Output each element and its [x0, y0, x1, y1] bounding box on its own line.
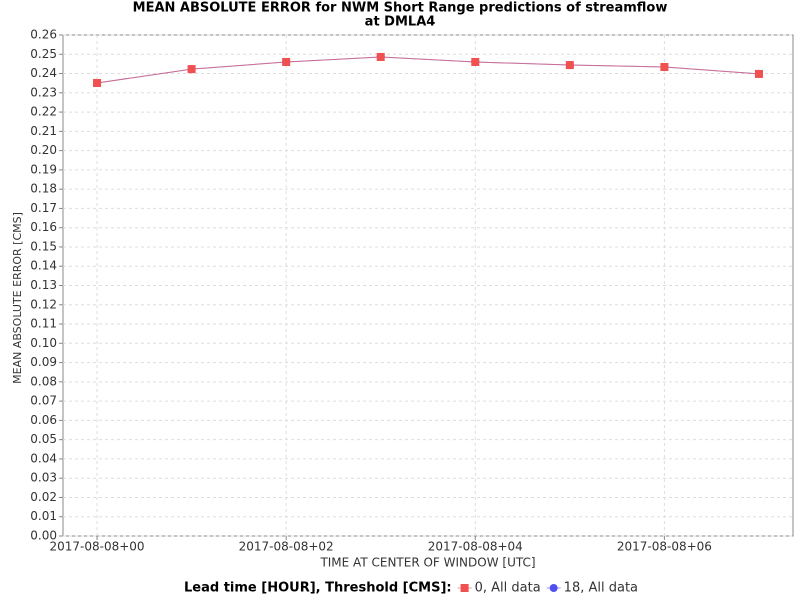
- x-tick-label: 2017-08-08+04: [428, 540, 523, 554]
- y-tick-label: 0.09: [30, 355, 57, 369]
- y-tick-label: 0.16: [30, 220, 57, 234]
- y-tick-label: 0.07: [30, 394, 57, 408]
- x-axis-label: TIME AT CENTER OF WINDOW [UTC]: [319, 556, 535, 570]
- y-tick-label: 0.26: [30, 28, 57, 42]
- legend-title: Lead time [HOUR], Threshold [CMS]:: [184, 581, 452, 596]
- legend-label: 18, All data: [564, 581, 638, 596]
- legend: Lead time [HOUR], Threshold [CMS]: 0, All…: [184, 581, 638, 596]
- legend-marker: [460, 584, 469, 592]
- point: [282, 57, 291, 66]
- y-tick-label: 0.21: [30, 124, 57, 138]
- point: [565, 61, 574, 70]
- y-axis-label: MEAN ABSOLUTE ERROR [CMS]: [11, 212, 24, 384]
- chart-title: at DMLA4: [365, 15, 436, 30]
- y-tick-label: 0.10: [30, 336, 57, 350]
- legend-marker: [549, 584, 558, 592]
- point: [93, 78, 102, 87]
- y-tick-label: 0.03: [30, 471, 57, 485]
- y-tick-label: 0.23: [30, 85, 57, 99]
- series-line: [96, 56, 759, 84]
- point: [376, 52, 385, 61]
- y-tick-label: 0.25: [30, 47, 57, 61]
- point: [187, 65, 196, 74]
- y-tick-label: 0.15: [30, 239, 57, 253]
- y-tick-label: 0.04: [30, 451, 57, 465]
- point: [754, 69, 763, 78]
- point: [471, 57, 480, 66]
- y-tick-label: 0.12: [30, 297, 57, 311]
- point: [660, 62, 669, 71]
- legend-label: 0, All data: [475, 581, 541, 596]
- x-tick-label: 2017-08-08+02: [239, 540, 334, 554]
- y-tick-label: 0.11: [30, 317, 57, 331]
- y-tick-label: 0.22: [30, 105, 57, 119]
- x-tick-label: 2017-08-08+00: [50, 540, 145, 554]
- y-tick-label: 0.24: [30, 66, 57, 80]
- y-tick-label: 0.06: [30, 413, 57, 427]
- y-tick-label: 0.20: [30, 143, 57, 157]
- y-tick-label: 0.14: [30, 259, 57, 273]
- y-tick-label: 0.08: [30, 374, 57, 388]
- x-tick-label: 2017-08-08+06: [617, 540, 712, 554]
- y-tick-label: 0.05: [30, 432, 57, 446]
- chart-title: MEAN ABSOLUTE ERROR for NWM Short Range …: [133, 1, 668, 16]
- y-tick-label: 0.17: [30, 201, 57, 215]
- y-tick-label: 0.19: [30, 162, 57, 176]
- y-tick-label: 0.00: [30, 529, 57, 543]
- y-tick-label: 0.01: [30, 509, 57, 523]
- y-tick-label: 0.13: [30, 278, 57, 292]
- y-tick-label: 0.18: [30, 182, 57, 196]
- y-tick-label: 0.02: [30, 490, 57, 504]
